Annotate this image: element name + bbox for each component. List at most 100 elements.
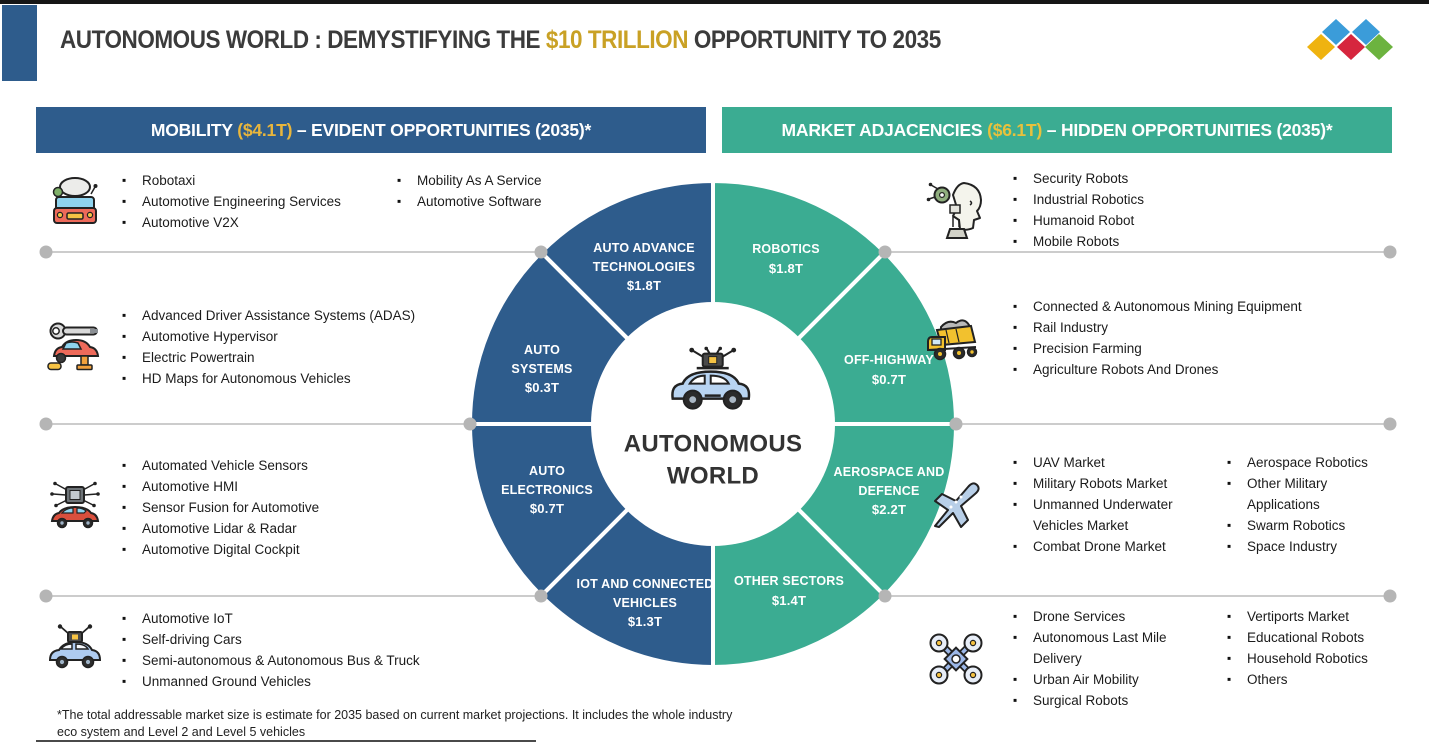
logo-diamond-red xyxy=(1337,34,1365,60)
list-item: Electric Powertrain xyxy=(120,347,450,368)
list-item: Military Robots Market xyxy=(1011,473,1211,494)
list-item: Educational Robots xyxy=(1225,627,1400,648)
bullet-list: Mobility As A ServiceAutomotive Software xyxy=(395,170,575,212)
list-item: Advanced Driver Assistance Systems (ADAS… xyxy=(120,305,450,326)
bullet-list: RobotaxiAutomotive Engineering ServicesA… xyxy=(120,170,375,233)
bullet-list: Automated Vehicle SensorsAutomotive HMIS… xyxy=(120,455,450,560)
robot-head-icon xyxy=(925,179,987,241)
list-item: Humanoid Robot xyxy=(1011,210,1331,231)
list-item: Security Robots xyxy=(1011,168,1331,189)
car-service-icon xyxy=(46,318,104,376)
list-item: Mobility As A Service xyxy=(395,170,575,191)
adjacencies-banner-amount: ($6.1T) xyxy=(987,119,1043,140)
list-item: Autonomous Last Mile Delivery xyxy=(1011,627,1211,669)
segment-name: AUTO SYSTEMS xyxy=(511,342,573,376)
list-item: Rail Industry xyxy=(1011,317,1341,338)
list-item: Surgical Robots xyxy=(1011,690,1211,711)
page-title: AUTONOMOUS WORLD : DEMYSTIFYING THE $10 … xyxy=(60,26,941,55)
mobility-banner-text-post: – EVIDENT OPPORTUNITIES (2035)* xyxy=(292,119,592,140)
top-border-strip xyxy=(0,0,1429,4)
list-item: Unmanned Underwater Vehicles Market xyxy=(1011,494,1211,536)
segment-value: $0.7T xyxy=(529,500,565,516)
group-robotics: Security RobotsIndustrial RoboticsHumano… xyxy=(925,168,1331,252)
segment-name: ROBOTICS xyxy=(752,242,820,257)
bullet-list: Drone ServicesAutonomous Last Mile Deliv… xyxy=(1011,606,1211,711)
segment-label-auto-systems: AUTO SYSTEMS $0.3T xyxy=(507,341,577,397)
segment-label-auto-electronics: AUTO ELECTRONICS $0.7T xyxy=(500,462,595,518)
list-item: Agriculture Robots And Drones xyxy=(1011,359,1341,380)
group-robotaxi: RobotaxiAutomotive Engineering Services A… xyxy=(46,170,575,233)
list-item: Space Industry xyxy=(1225,536,1400,557)
group-off-highway: Connected & Autonomous Mining EquipmentR… xyxy=(925,296,1341,380)
connector-lines xyxy=(46,251,1390,597)
list-item: Automotive Engineering Services xyxy=(120,191,375,212)
connector-dots xyxy=(39,245,1397,603)
list-item: Drone Services xyxy=(1011,606,1211,627)
drone-icon xyxy=(925,630,987,688)
list-item: Automotive Hypervisor xyxy=(120,326,450,347)
page-title-prefix: AUTONOMOUS WORLD : DEMYSTIFYING THE xyxy=(60,26,546,54)
segment-value: $1.4T xyxy=(771,592,807,608)
segment-name: OFF-HIGHWAY xyxy=(844,353,934,368)
page-title-highlight: $10 TRILLION xyxy=(545,26,689,54)
segment-label-iot-connected-vehicles: IOT AND CONNECTED VEHICLES $1.3T xyxy=(570,575,720,631)
mobility-banner-amount: ($4.1T) xyxy=(237,119,293,140)
list-item: Industrial Robotics xyxy=(1011,189,1331,210)
bullet-list: Vertiports MarketEducational RobotsHouse… xyxy=(1225,606,1400,690)
segment-name: IOT AND CONNECTED VEHICLES xyxy=(576,576,714,610)
bullet-list: Automotive IoTSelf-driving CarsSemi-auto… xyxy=(120,608,460,692)
adjacencies-banner-text-post: – HIDDEN OPPORTUNITIES (2035)* xyxy=(1042,119,1333,140)
bottom-border-line xyxy=(36,740,536,742)
group-auto-electronics: Automated Vehicle SensorsAutomotive HMIS… xyxy=(46,455,450,560)
segment-value: $2.2T xyxy=(871,501,907,517)
segment-value: $1.8T xyxy=(626,277,662,293)
group-iot-connected-vehicles: Automotive IoTSelf-driving CarsSemi-auto… xyxy=(46,608,460,692)
list-item: Robotaxi xyxy=(120,170,375,191)
list-item: Automotive Lidar & Radar xyxy=(120,518,450,539)
list-item: Automated Vehicle Sensors xyxy=(120,455,450,476)
list-item: HD Maps for Autonomous Vehicles xyxy=(120,368,450,389)
list-item: Vertiports Market xyxy=(1225,606,1400,627)
bullet-list: UAV MarketMilitary Robots MarketUnmanned… xyxy=(1011,452,1211,557)
segment-name: AUTO ELECTRONICS xyxy=(501,463,593,497)
list-item: Self-driving Cars xyxy=(120,629,460,650)
segment-label-other-sectors: OTHER SECTORS $1.4T xyxy=(724,572,854,610)
list-item: Semi-autonomous & Autonomous Bus & Truck xyxy=(120,650,460,671)
segment-label-auto-advance-technologies: AUTO ADVANCE TECHNOLOGIES $1.8T xyxy=(582,239,707,295)
list-item: Automotive Software xyxy=(395,191,575,212)
list-item: Automotive Digital Cockpit xyxy=(120,539,450,560)
list-item: Combat Drone Market xyxy=(1011,536,1211,557)
list-item: Unmanned Ground Vehicles xyxy=(120,671,460,692)
list-item: Others xyxy=(1225,669,1400,690)
donut-center-title: AUTONOMOUS WORLD xyxy=(624,429,803,494)
mobility-banner: MOBILITY ($4.1T) – EVIDENT OPPORTUNITIES… xyxy=(36,107,706,153)
segment-name: AUTO ADVANCE TECHNOLOGIES xyxy=(592,240,696,274)
footnote: *The total addressable market size is es… xyxy=(57,707,732,741)
footnote-line2: eco system and Level 2 and Level 5 vehic… xyxy=(57,725,306,739)
segment-value: $1.3T xyxy=(627,613,663,629)
bullet-list: Connected & Autonomous Mining EquipmentR… xyxy=(1011,296,1341,380)
group-other-sectors: Drone ServicesAutonomous Last Mile Deliv… xyxy=(925,606,1400,711)
list-item: Connected & Autonomous Mining Equipment xyxy=(1011,296,1341,317)
list-item: Automotive HMI xyxy=(120,476,450,497)
donut-center: AUTONOMOUS WORLD xyxy=(624,346,803,494)
group-aerospace-defence: UAV MarketMilitary Robots MarketUnmanned… xyxy=(925,452,1400,557)
autonomous-car-icon xyxy=(671,346,751,410)
list-item: Precision Farming xyxy=(1011,338,1341,359)
list-item: Sensor Fusion for Automotive xyxy=(120,497,450,518)
dump-truck-icon xyxy=(925,312,987,364)
segment-value: $0.7T xyxy=(871,371,907,387)
segment-value: $1.8T xyxy=(768,260,804,276)
list-item: Aerospace Robotics xyxy=(1225,452,1400,473)
logo-diamond-blue-2 xyxy=(1352,19,1380,45)
logo-diamond-yellow xyxy=(1307,34,1335,60)
connected-car-icon xyxy=(46,621,104,679)
market-adjacencies-banner: MARKET ADJACENCIES ($6.1T) – HIDDEN OPPO… xyxy=(722,107,1392,153)
bullet-list: Aerospace RoboticsOther Military Applica… xyxy=(1225,452,1400,557)
segment-label-robotics: ROBOTICS $1.8T xyxy=(736,240,836,278)
bullet-list: Advanced Driver Assistance Systems (ADAS… xyxy=(120,305,450,389)
center-title-line1: AUTONOMOUS xyxy=(623,430,803,458)
list-item: Household Robotics xyxy=(1225,648,1400,669)
list-item: Automotive IoT xyxy=(120,608,460,629)
